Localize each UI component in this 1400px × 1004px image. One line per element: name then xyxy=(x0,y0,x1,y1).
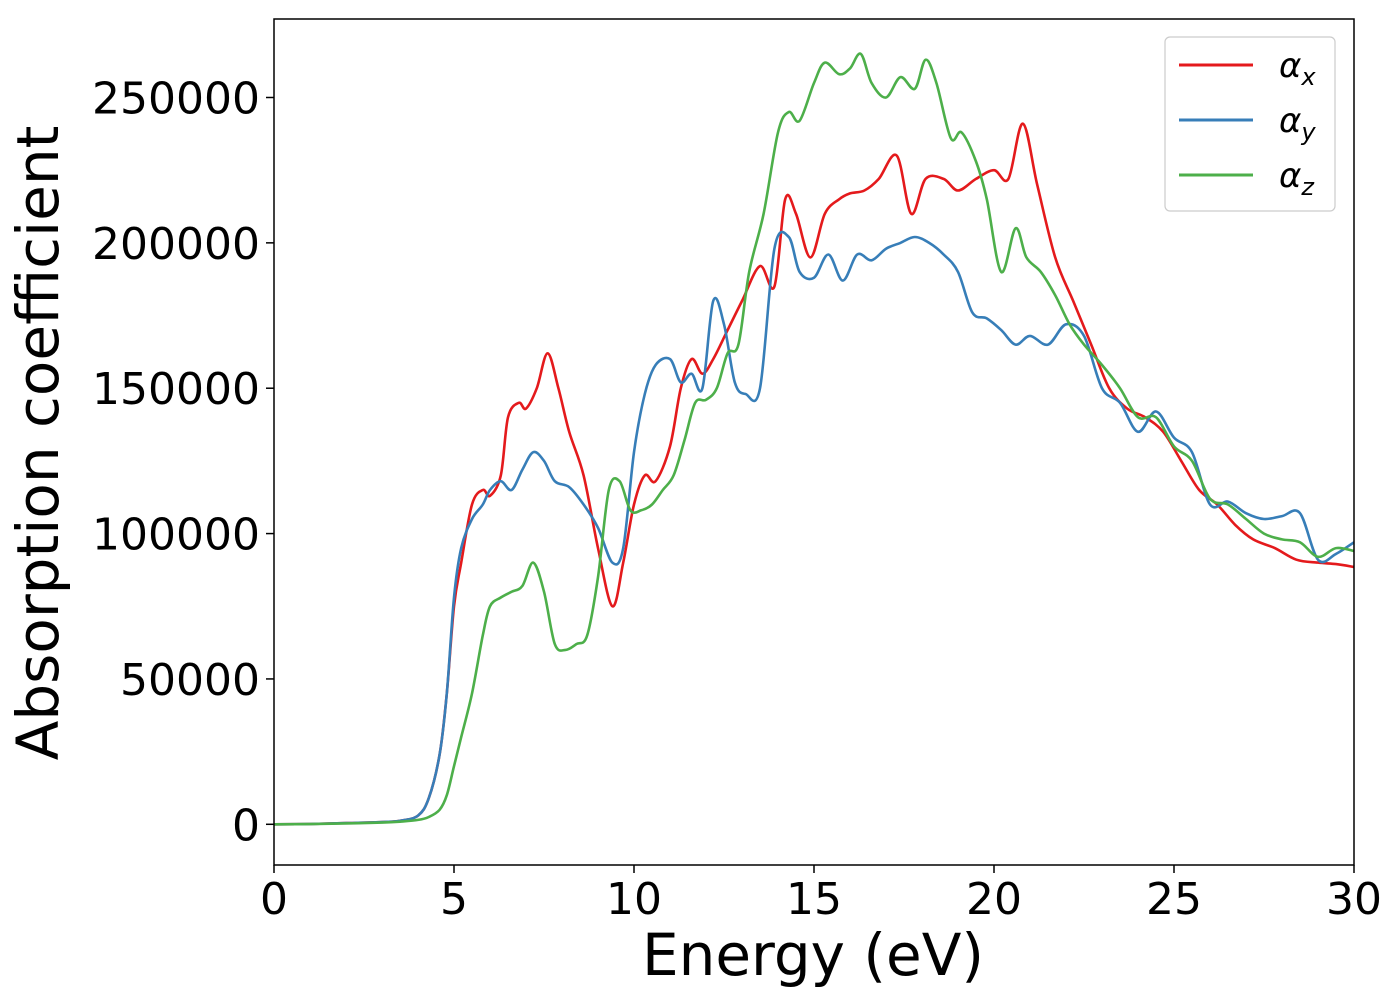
x-axis-title: Energy (eV) xyxy=(642,921,984,989)
series-lines xyxy=(274,52,1354,826)
y-tick-label: 50000 xyxy=(120,655,260,706)
series-line-y xyxy=(274,230,1354,826)
y-tick-label: 250000 xyxy=(92,73,260,124)
x-tick-label: 5 xyxy=(440,874,468,925)
x-axis-ticks: 0 5 10 15 20 25 30 xyxy=(260,865,1382,925)
legend: αx αy αz xyxy=(1164,36,1336,212)
legend-label-y: αy xyxy=(1279,101,1316,146)
y-tick-label: 100000 xyxy=(92,510,260,561)
x-tick-label: 20 xyxy=(966,874,1022,925)
x-tick-label: 25 xyxy=(1146,874,1202,925)
x-tick-label: 15 xyxy=(786,874,842,925)
legend-label-x: αx xyxy=(1279,46,1316,91)
series-line-x xyxy=(274,122,1354,826)
y-axis-title: Absorption coefficient xyxy=(4,126,72,761)
y-tick-label: 0 xyxy=(232,800,260,851)
series-line-z xyxy=(274,52,1354,826)
x-tick-label: 0 xyxy=(260,874,288,925)
y-tick-label: 150000 xyxy=(92,364,260,415)
legend-label-z: αz xyxy=(1279,156,1315,201)
y-axis-ticks: 0 50000 100000 150000 200000 250000 xyxy=(92,73,274,851)
x-tick-label: 30 xyxy=(1326,874,1382,925)
legend-box xyxy=(1164,36,1336,212)
y-tick-label: 200000 xyxy=(92,219,260,270)
x-tick-label: 10 xyxy=(606,874,662,925)
